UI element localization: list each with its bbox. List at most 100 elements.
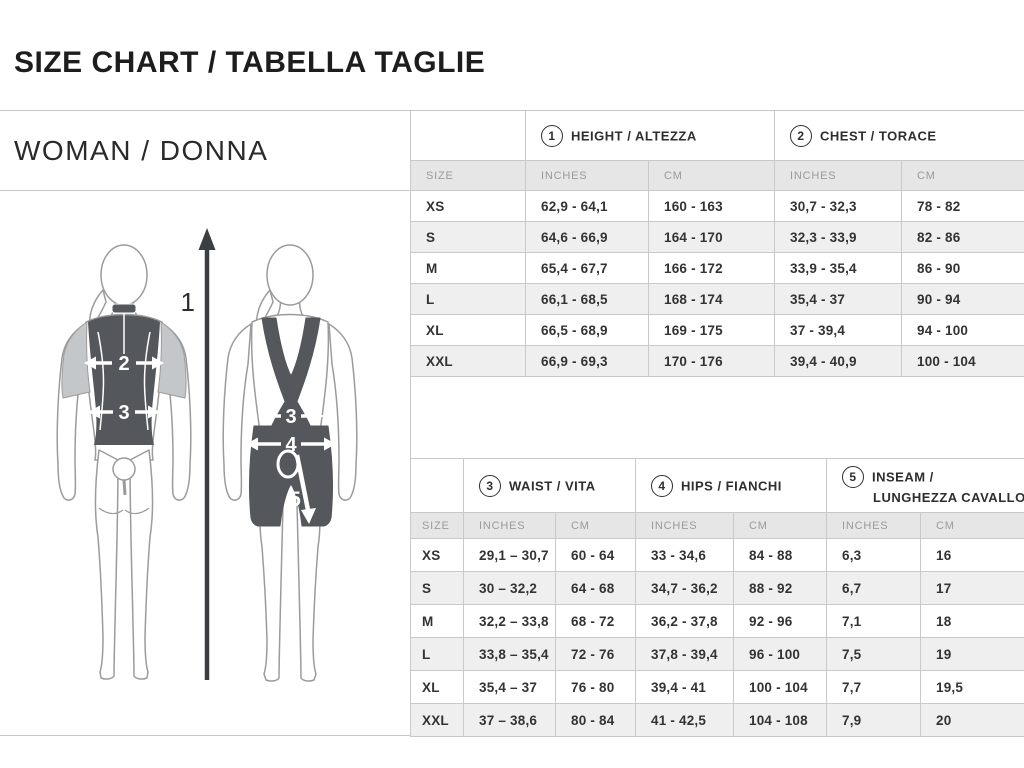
- value-cell: 64 - 68: [555, 571, 636, 605]
- value-cell: 33,9 - 35,4: [774, 252, 902, 284]
- value-cell: 82 - 86: [901, 221, 1024, 253]
- value-cell: 36,2 - 37,8: [635, 604, 734, 638]
- column-header: INCHES: [774, 160, 902, 191]
- column-header: CM: [920, 512, 1024, 539]
- front-right-sleeve: [157, 321, 187, 399]
- size-cell: XL: [410, 314, 526, 346]
- value-cell: 32,2 – 33,8: [463, 604, 556, 638]
- table2-group-header-row: 3 WAIST / VITA 4 HIPS / FIANCHI 5 INSEAM / …: [410, 458, 1024, 513]
- value-cell: 72 - 76: [555, 637, 636, 671]
- value-cell: 169 - 175: [648, 314, 775, 346]
- value-cell: 88 - 92: [733, 571, 827, 605]
- column-header: CM: [648, 160, 775, 191]
- value-cell: 100 - 104: [901, 345, 1024, 377]
- height-label: 1: [181, 287, 195, 317]
- value-cell: 78 - 82: [901, 190, 1024, 222]
- value-cell: 37 – 38,6: [463, 703, 556, 737]
- value-cell: 166 - 172: [648, 252, 775, 284]
- value-cell: 41 - 42,5: [635, 703, 734, 737]
- table2-column-header-row: SIZE INCHES CM INCHES CM INCHES CM: [410, 512, 1024, 539]
- value-cell: 76 - 80: [555, 670, 636, 704]
- value-cell: 62,9 - 64,1: [525, 190, 649, 222]
- section-header-woman: WOMAN / DONNA: [0, 110, 410, 191]
- column-header: CM: [555, 512, 636, 539]
- page-title: SIZE CHART / TABELLA TAGLIE: [14, 46, 486, 79]
- value-cell: 100 - 104: [733, 670, 827, 704]
- value-cell: 170 - 176: [648, 345, 775, 377]
- table-row: S 64,6 - 66,9 164 - 170 32,3 - 33,9 82 -…: [410, 221, 1024, 253]
- value-cell: 20: [920, 703, 1024, 737]
- inseam-label: 5: [289, 488, 301, 511]
- size-cell: XXL: [410, 703, 464, 737]
- value-cell: 18: [920, 604, 1024, 638]
- back-figure: 3 4 5: [222, 244, 358, 682]
- table-corner-cell: [410, 110, 526, 161]
- value-cell: 60 - 64: [555, 538, 636, 572]
- waist-hips-inseam-table: 3 WAIST / VITA 4 HIPS / FIANCHI 5 INSEAM / …: [410, 458, 1024, 737]
- value-cell: 104 - 108: [733, 703, 827, 737]
- back-right-arm: [328, 323, 358, 501]
- front-head: [100, 244, 148, 306]
- measurement-figures-illustration: 1: [56, 228, 358, 682]
- table-row: XL 35,4 – 37 76 - 80 39,4 - 41 100 - 104…: [410, 670, 1024, 704]
- front-left-leg: [94, 449, 119, 680]
- group-header-inseam-line2: LUNGHEZZA CAVALLO: [873, 490, 1024, 505]
- value-cell: 7,7: [826, 670, 921, 704]
- value-cell: 16: [920, 538, 1024, 572]
- table-row: L 66,1 - 68,5 168 - 174 35,4 - 37 90 - 9…: [410, 283, 1024, 315]
- front-right-seam: [143, 331, 151, 431]
- circled-number-1: 1: [541, 124, 563, 147]
- front-collar: [111, 303, 137, 314]
- value-cell: 66,5 - 68,9: [525, 314, 649, 346]
- table-row: XXL 66,9 - 69,3 170 - 176 39,4 - 40,9 10…: [410, 345, 1024, 377]
- size-cell: M: [410, 252, 526, 284]
- table-row: L 33,8 – 35,4 72 - 76 37,8 - 39,4 96 - 1…: [410, 637, 1024, 671]
- back-head: [266, 244, 314, 306]
- front-figure: 2 3: [56, 244, 192, 680]
- value-cell: 33,8 – 35,4: [463, 637, 556, 671]
- group-header-height: 1 HEIGHT / ALTEZZA: [525, 110, 775, 161]
- back-waist-measure-arrow: 3: [258, 406, 324, 428]
- front-left-seam: [97, 331, 105, 431]
- value-cell: 33 - 34,6: [635, 538, 734, 572]
- column-header: INCHES: [826, 512, 921, 539]
- size-cell: S: [410, 221, 526, 253]
- group-header-inseam: 5 INSEAM / LUNGHEZZA CAVALLO: [826, 458, 1024, 513]
- size-cell: XS: [410, 190, 526, 222]
- size-cell: L: [410, 637, 464, 671]
- table-row: XS 62,9 - 64,1 160 - 163 30,7 - 32,3 78 …: [410, 190, 1024, 222]
- table1-group-header-row: 1 HEIGHT / ALTEZZA 2 CHEST / TORACE: [410, 110, 1024, 161]
- value-cell: 86 - 90: [901, 252, 1024, 284]
- value-cell: 39,4 - 40,9: [774, 345, 902, 377]
- table1-column-header-row: SIZE INCHES CM INCHES CM: [410, 160, 1024, 191]
- value-cell: 7,5: [826, 637, 921, 671]
- column-header: CM: [733, 512, 827, 539]
- value-cell: 92 - 96: [733, 604, 827, 638]
- column-header: INCHES: [635, 512, 734, 539]
- table-corner-cell: [410, 458, 464, 513]
- front-right-leg: [129, 449, 154, 680]
- waist-label: 3: [118, 402, 129, 424]
- section-title: WOMAN / DONNA: [14, 134, 269, 166]
- column-header-size: SIZE: [410, 160, 526, 191]
- value-cell: 7,9: [826, 703, 921, 737]
- column-header: CM: [901, 160, 1024, 191]
- value-cell: 66,1 - 68,5: [525, 283, 649, 315]
- value-cell: 6,3: [826, 538, 921, 572]
- value-cell: 164 - 170: [648, 221, 775, 253]
- value-cell: 160 - 163: [648, 190, 775, 222]
- value-cell: 29,1 – 30,7: [463, 538, 556, 572]
- value-cell: 90 - 94: [901, 283, 1024, 315]
- group-header-waist: 3 WAIST / VITA: [463, 458, 636, 513]
- value-cell: 37 - 39,4: [774, 314, 902, 346]
- value-cell: 30,7 - 32,3: [774, 190, 902, 222]
- circled-number-5: 5: [842, 466, 864, 488]
- value-cell: 68 - 72: [555, 604, 636, 638]
- value-cell: 66,9 - 69,3: [525, 345, 649, 377]
- circled-number-3: 3: [479, 474, 501, 497]
- value-cell: 30 – 32,2: [463, 571, 556, 605]
- value-cell: 168 - 174: [648, 283, 775, 315]
- table-row: XS 29,1 – 30,7 60 - 64 33 - 34,6 84 - 88…: [410, 538, 1024, 572]
- value-cell: 7,1: [826, 604, 921, 638]
- column-header: INCHES: [463, 512, 556, 539]
